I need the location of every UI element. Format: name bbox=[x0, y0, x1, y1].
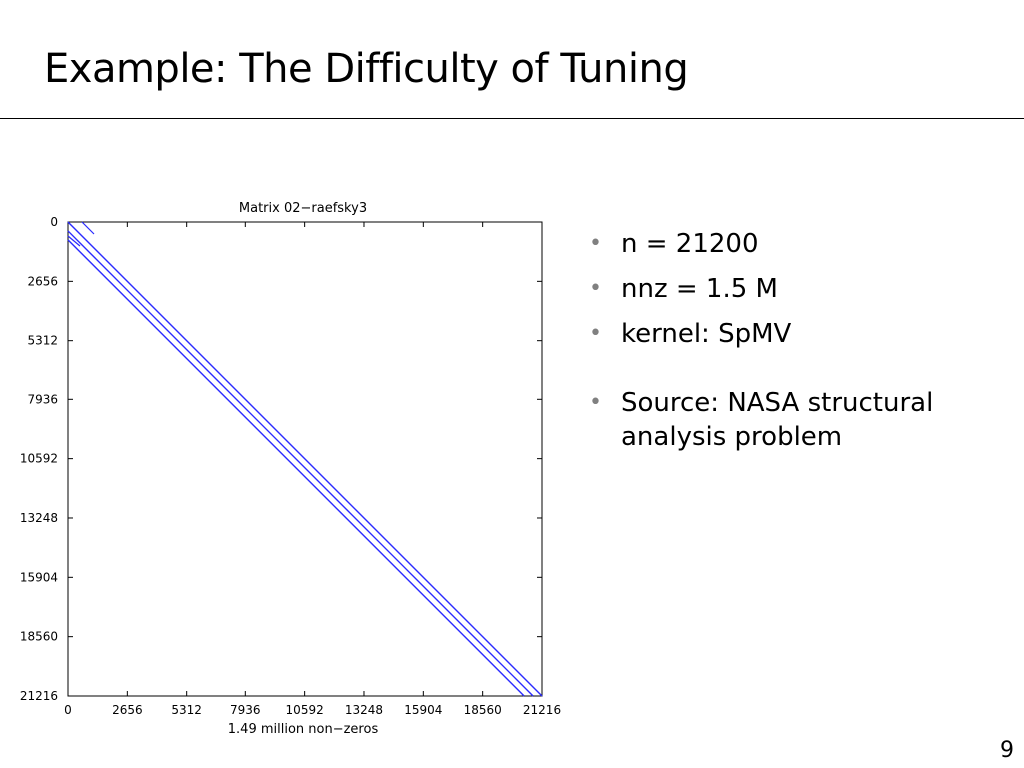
y-tick-label: 18560 bbox=[20, 630, 58, 644]
x-tick-label: 15904 bbox=[404, 703, 442, 717]
x-tick-label: 21216 bbox=[523, 703, 561, 717]
x-tick-label: 5312 bbox=[171, 703, 202, 717]
y-tick-label: 0 bbox=[50, 215, 58, 229]
x-axis: 0 2656 5312 7936 10592 13248 15904 18560 21216 bbox=[64, 222, 561, 717]
bullet-item-source: • Source: NASA structural analysis probl… bbox=[585, 387, 1005, 455]
title-divider bbox=[0, 118, 1024, 119]
bullet-item-kernel: • kernel: SpMV bbox=[585, 318, 1005, 352]
x-axis-label: 1.49 million non−zeros bbox=[228, 722, 379, 737]
x-tick-label: 13248 bbox=[345, 703, 383, 717]
y-tick-label: 10592 bbox=[20, 452, 58, 466]
bullet-text: kernel: SpMV bbox=[621, 318, 792, 349]
y-tick-label: 5312 bbox=[27, 334, 58, 348]
sparsity-plot: Matrix 02−raefsky3 0 2656 5312 7936 10592 132… bbox=[20, 201, 561, 737]
y-tick-label: 2656 bbox=[27, 274, 58, 288]
offdiag-block bbox=[81, 221, 95, 235]
bullet-icon: • bbox=[589, 275, 602, 301]
bullet-item-n: • n = 21200 bbox=[585, 228, 1005, 262]
y-axis: 0 2656 5312 7936 10592 13248 15904 18560 21216 bbox=[20, 215, 542, 703]
slide-title: Example: The Difficulty of Tuning bbox=[44, 46, 689, 92]
x-tick-label: 7936 bbox=[230, 703, 261, 717]
upper-band bbox=[67, 221, 543, 697]
plot-title: Matrix 02−raefsky3 bbox=[239, 201, 367, 216]
x-tick-label: 2656 bbox=[112, 703, 143, 717]
y-tick-label: 15904 bbox=[20, 570, 58, 584]
lower-band bbox=[67, 239, 525, 697]
page-number: 9 bbox=[1000, 738, 1014, 763]
bullet-icon: • bbox=[589, 390, 602, 416]
bullet-icon: • bbox=[589, 231, 602, 256]
x-tick-label: 0 bbox=[64, 703, 72, 717]
bullet-text: n = 21200 bbox=[621, 229, 759, 259]
y-tick-label: 21216 bbox=[20, 689, 58, 703]
offdiag-block bbox=[67, 235, 81, 247]
x-tick-label: 18560 bbox=[464, 703, 502, 717]
bullet-text: nnz = 1.5 M bbox=[621, 273, 778, 304]
y-tick-label: 13248 bbox=[20, 511, 58, 525]
main-diagonal bbox=[67, 230, 534, 697]
bullet-item-nnz: • nnz = 1.5 M bbox=[585, 273, 1005, 307]
bullet-text: Source: NASA structural analysis problem bbox=[621, 388, 934, 453]
x-tick-label: 10592 bbox=[286, 703, 324, 717]
bullet-list: • n = 21200 • nnz = 1.5 M • kernel: SpMV… bbox=[585, 228, 1005, 466]
bullet-icon: • bbox=[589, 320, 602, 346]
nonzero-bands bbox=[67, 221, 543, 697]
y-tick-label: 7936 bbox=[27, 392, 58, 406]
